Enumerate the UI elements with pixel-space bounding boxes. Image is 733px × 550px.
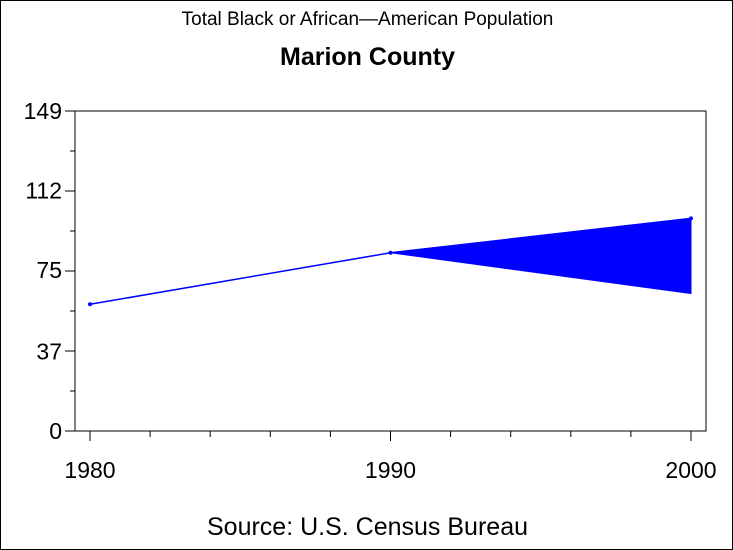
projection-band — [390, 217, 692, 295]
x-tick-label: 1980 — [64, 457, 115, 483]
x-tick-label: 2000 — [665, 457, 716, 483]
chart-title: Total Black or African—American Populati… — [181, 9, 554, 30]
source-note: Source: U.S. Census Bureau — [207, 513, 528, 541]
data-point — [388, 250, 393, 255]
chart-subtitle: Marion County — [280, 43, 455, 71]
y-tick-label: 112 — [25, 177, 62, 203]
y-tick-label: 75 — [36, 257, 62, 283]
data-point — [689, 216, 693, 221]
y-axis: 0 37 75 112 149 — [24, 98, 75, 444]
y-tick-label: 149 — [24, 98, 62, 124]
x-tick-label: 1990 — [365, 457, 416, 483]
y-tick-label: 0 — [49, 418, 62, 444]
data-marks — [88, 216, 693, 307]
x-axis: 1980 1990 2000 — [64, 431, 717, 483]
data-point — [88, 302, 92, 307]
y-tick-label: 37 — [36, 339, 62, 365]
